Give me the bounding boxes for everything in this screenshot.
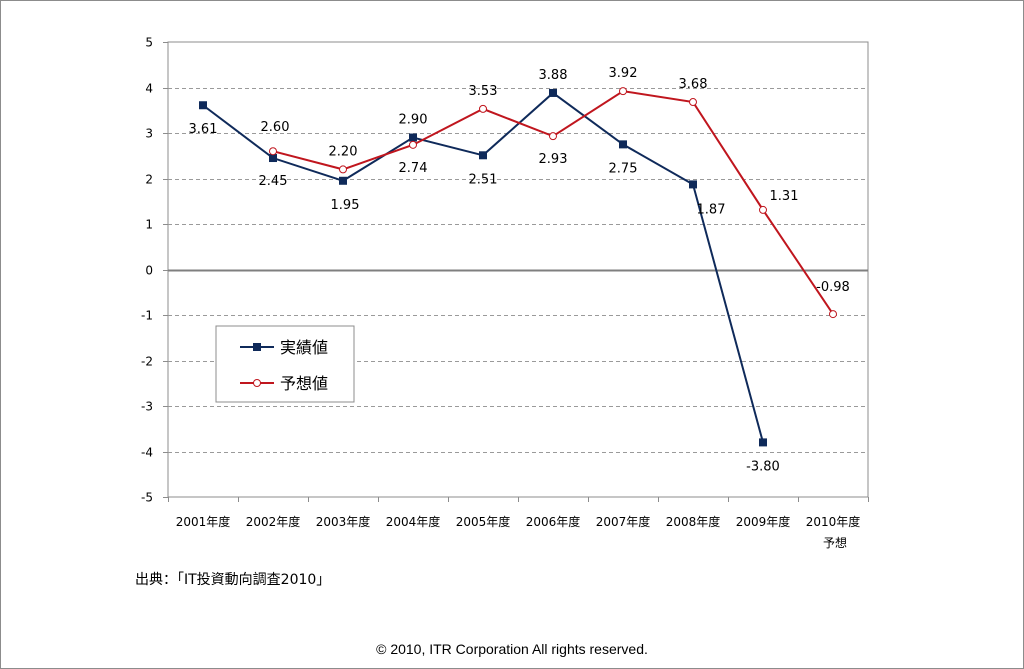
data-point: [269, 147, 277, 156]
x-tick-label: 2003年度: [316, 514, 371, 529]
data-point: [549, 132, 557, 141]
data-label: 2.75: [609, 161, 638, 176]
data-label: 2.20: [329, 144, 358, 159]
data-point: [619, 87, 627, 96]
x-tick-label: 2005年度: [456, 514, 511, 529]
data-label: 2.60: [261, 120, 290, 135]
data-label: 2.90: [399, 113, 428, 128]
y-tick-label: -1: [141, 309, 153, 323]
data-point: [199, 101, 207, 110]
x-tick-label: 2001年度: [176, 514, 231, 529]
legend-marker: [253, 343, 261, 351]
x-tick-label: 2006年度: [526, 514, 581, 529]
y-tick-label: 0: [145, 264, 153, 278]
x-tick-label: 2009年度: [736, 514, 791, 529]
data-label: 3.61: [189, 122, 218, 137]
y-tick-label: 5: [145, 36, 153, 50]
data-label: -0.98: [816, 280, 850, 295]
y-tick-label: 4: [145, 82, 153, 96]
y-tick-label: 2: [145, 173, 153, 187]
data-label: 3.53: [469, 84, 498, 99]
data-label: 2.51: [469, 172, 498, 187]
source-note: 出典：「IT投資動向調査2010」: [135, 572, 331, 588]
y-tick-label: -2: [141, 355, 153, 369]
y-tick-label: 3: [145, 127, 153, 141]
y-tick-label: -5: [141, 491, 153, 505]
x-tick-label: 2007年度: [596, 514, 651, 529]
x-tick-label: 2008年度: [666, 514, 721, 529]
data-point: [339, 165, 347, 174]
data-label: -3.80: [746, 459, 780, 474]
y-tick-label: -4: [141, 446, 153, 460]
legend-box: [215, 325, 355, 403]
x-tick-sublabel: 予想: [823, 535, 847, 550]
y-tick-label: 1: [145, 218, 153, 232]
legend-label: 実績値: [280, 338, 328, 357]
data-point: [689, 98, 697, 107]
data-point: [759, 438, 767, 447]
data-label: 2.45: [259, 174, 288, 189]
data-label: 1.95: [331, 198, 360, 213]
data-point: [409, 133, 417, 142]
x-tick-label: 2002年度: [246, 514, 301, 529]
data-label: 3.68: [679, 77, 708, 92]
data-point: [759, 205, 767, 214]
data-label: 1.87: [697, 202, 726, 217]
data-label: 3.92: [609, 66, 638, 81]
data-point: [479, 151, 487, 160]
data-label: 1.31: [770, 189, 799, 204]
data-point: [269, 154, 277, 163]
copyright-notice: © 2010, ITR Corporation All rights reser…: [376, 641, 648, 657]
data-point: [339, 176, 347, 185]
data-point: [479, 104, 487, 113]
data-label: 2.74: [399, 161, 428, 176]
data-point: [689, 180, 697, 189]
data-label: 3.88: [539, 68, 568, 83]
data-point: [409, 140, 417, 149]
data-point: [549, 88, 557, 97]
data-label: 2.93: [539, 152, 568, 167]
y-tick-label: -3: [141, 400, 153, 414]
legend-marker: [253, 379, 261, 387]
legend-label: 予想値: [280, 374, 328, 393]
data-point: [829, 310, 837, 319]
data-point: [619, 140, 627, 149]
x-tick-label: 2004年度: [386, 514, 441, 529]
x-tick-label: 2010年度: [806, 514, 861, 529]
